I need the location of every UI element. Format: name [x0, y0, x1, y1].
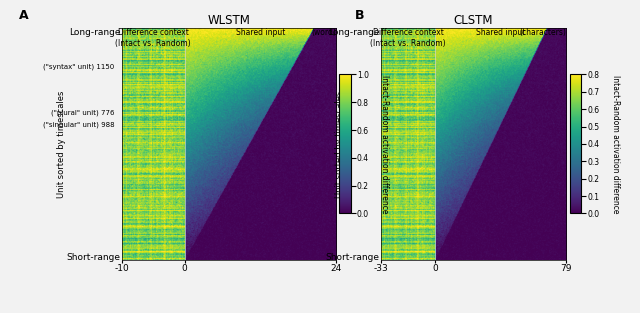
Text: ("syntax" unit) 1150: ("syntax" unit) 1150 — [44, 63, 115, 69]
Text: (word): (word) — [311, 28, 336, 37]
Text: ("plural" unit) 776: ("plural" unit) 776 — [51, 110, 115, 116]
Y-axis label: Intact-Random activation difference: Intact-Random activation difference — [611, 75, 620, 213]
Text: Unit sorted by timescales: Unit sorted by timescales — [335, 90, 344, 198]
Text: ("singular" unit) 988: ("singular" unit) 988 — [43, 121, 115, 127]
Y-axis label: Intact-Random activation difference: Intact-Random activation difference — [380, 75, 389, 213]
Text: Difference context
(Intact vs. Random): Difference context (Intact vs. Random) — [371, 28, 446, 48]
Title: WLSTM: WLSTM — [207, 14, 250, 27]
Text: Shared input: Shared input — [236, 28, 285, 37]
Text: Shared input: Shared input — [476, 28, 525, 37]
Title: CLSTM: CLSTM — [454, 14, 493, 27]
Text: Unit sorted by timescales: Unit sorted by timescales — [57, 90, 66, 198]
Text: B: B — [355, 9, 365, 22]
Text: (characters): (characters) — [520, 28, 566, 37]
Text: Difference context
(Intact vs. Random): Difference context (Intact vs. Random) — [115, 28, 191, 48]
Text: A: A — [19, 9, 29, 22]
